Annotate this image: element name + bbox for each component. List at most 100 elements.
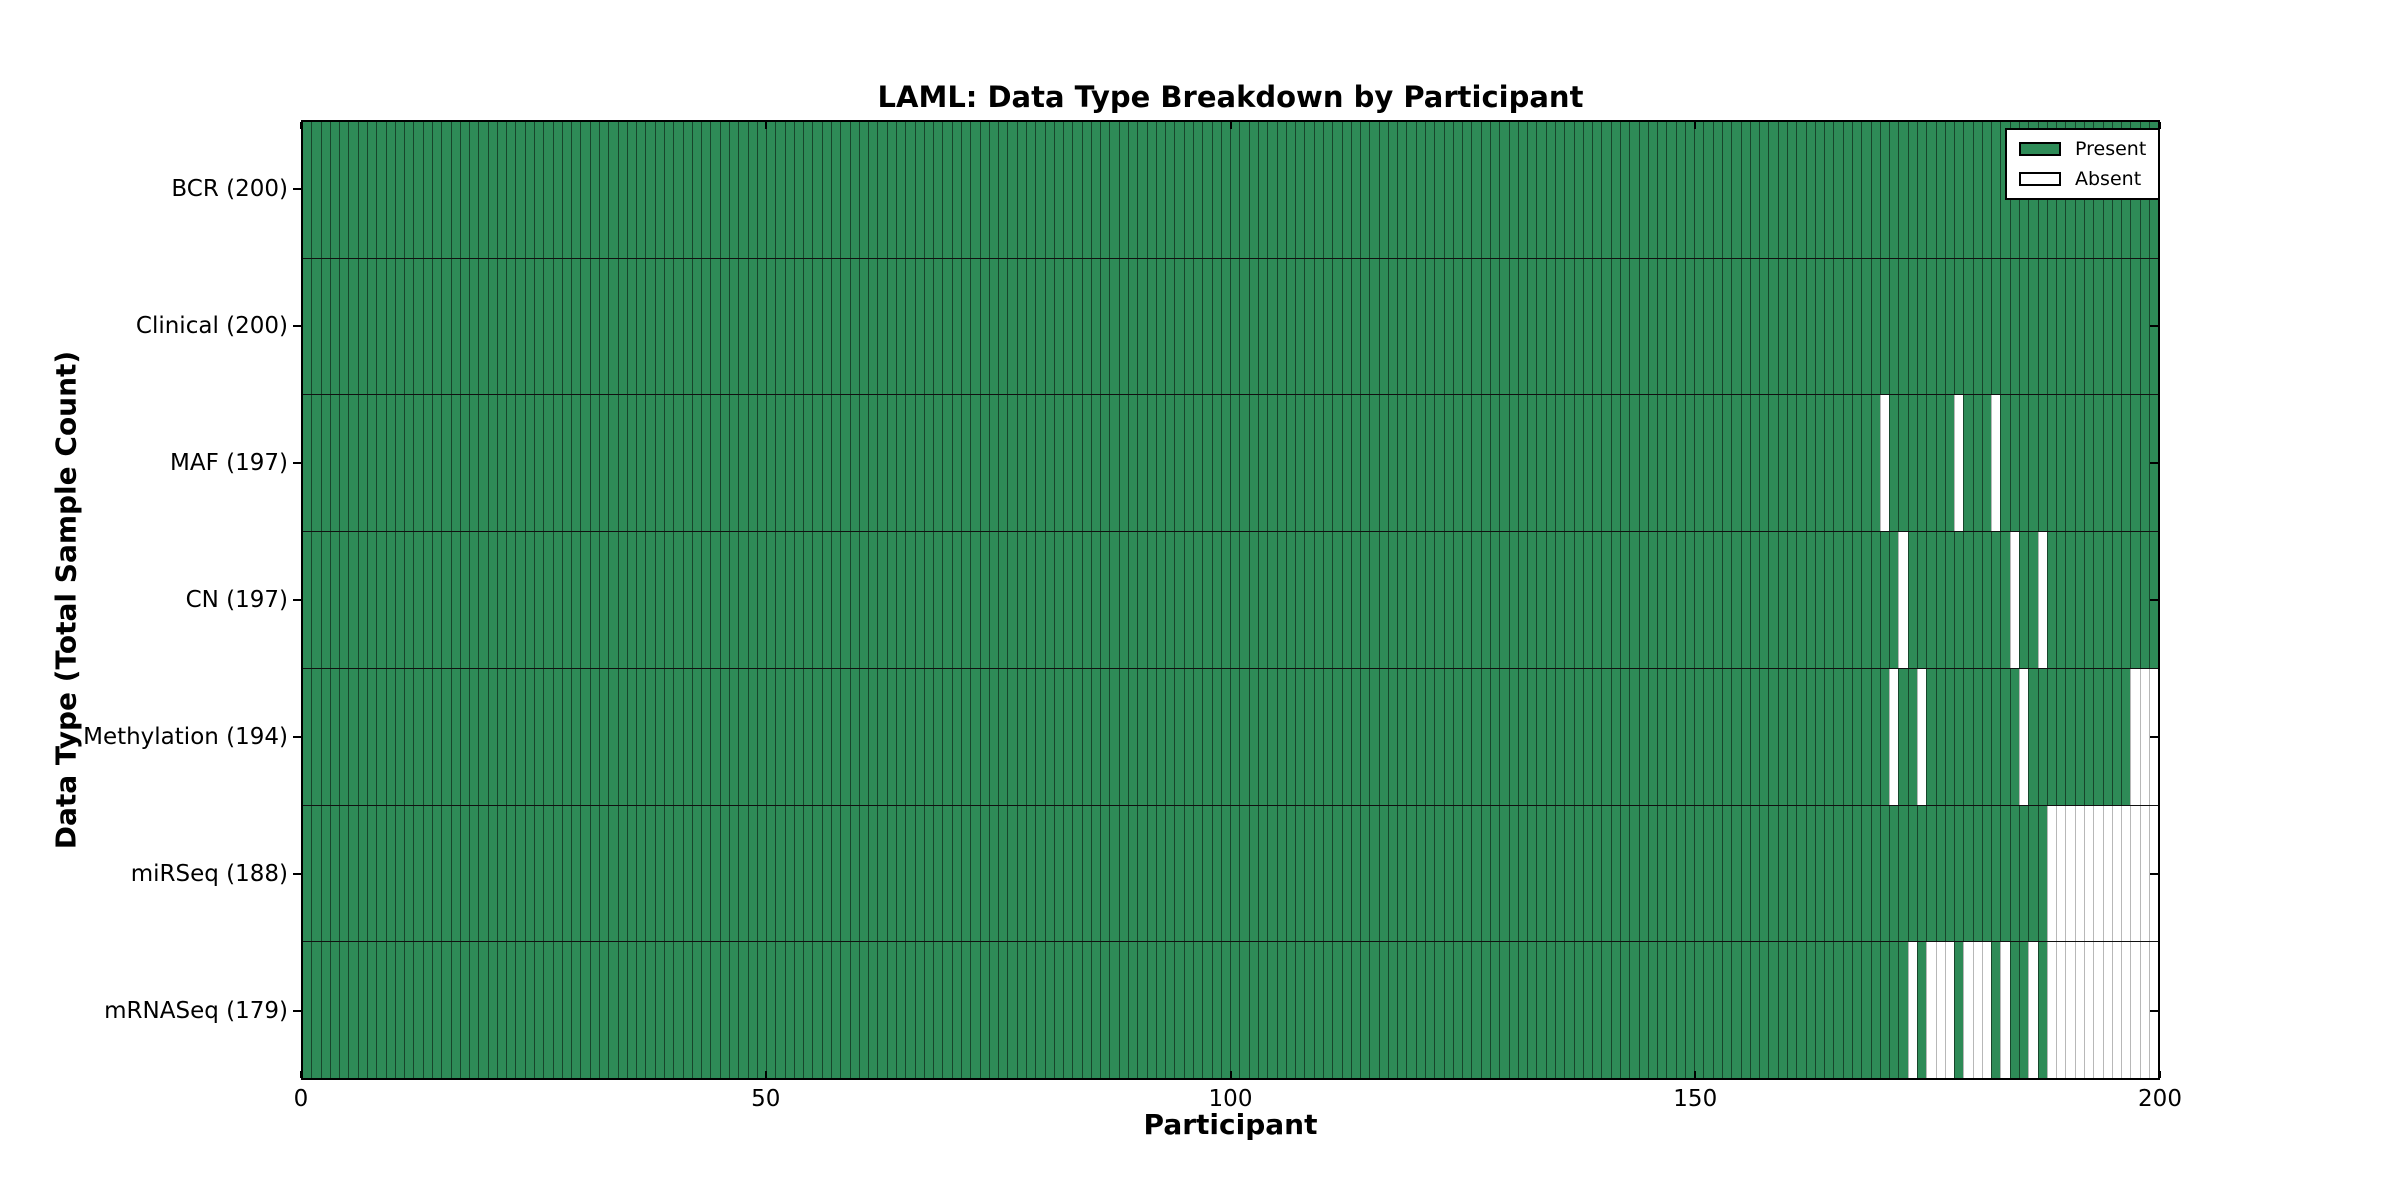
heatmap-cell bbox=[784, 122, 794, 258]
heatmap-cell bbox=[951, 395, 961, 532]
heatmap-cell bbox=[1128, 668, 1138, 805]
heatmap-cell bbox=[589, 122, 599, 258]
y-tick-mark bbox=[293, 324, 301, 327]
heatmap-cell bbox=[1425, 122, 1435, 258]
heatmap-cell bbox=[654, 532, 664, 668]
heatmap-cell bbox=[1155, 805, 1166, 942]
heatmap-cell bbox=[1601, 668, 1611, 805]
heatmap-cell bbox=[385, 532, 395, 668]
heatmap-cell bbox=[2148, 942, 2159, 1079]
heatmap-cell bbox=[1582, 258, 1593, 395]
heatmap-cell bbox=[840, 942, 850, 1079]
heatmap-cell bbox=[1471, 532, 1481, 668]
heatmap-cell bbox=[868, 395, 878, 532]
heatmap-cell bbox=[868, 532, 878, 668]
heatmap-cell bbox=[2037, 258, 2047, 395]
heatmap-cell bbox=[1805, 942, 1815, 1079]
heatmap-cell bbox=[515, 122, 525, 258]
heatmap-cell bbox=[923, 532, 934, 668]
heatmap-cell bbox=[1824, 532, 1834, 668]
heatmap-cell bbox=[1907, 668, 1917, 805]
heatmap-cell bbox=[1480, 532, 1490, 668]
heatmap-cell bbox=[496, 805, 507, 942]
heatmap-cell bbox=[1508, 532, 1518, 668]
heatmap-cell bbox=[868, 805, 878, 942]
heatmap-cell bbox=[469, 942, 479, 1079]
heatmap-cell bbox=[2037, 805, 2047, 942]
heatmap-cell bbox=[2000, 395, 2010, 532]
heatmap-cell bbox=[877, 668, 887, 805]
heatmap-cell bbox=[1963, 532, 1973, 668]
heatmap-cell bbox=[1926, 942, 1936, 1079]
heatmap-cell bbox=[571, 532, 581, 668]
heatmap-cell bbox=[1749, 122, 1760, 258]
heatmap-cell bbox=[1183, 805, 1193, 942]
heatmap-cell bbox=[1796, 532, 1806, 668]
heatmap-cell bbox=[1731, 668, 1741, 805]
heatmap-cell bbox=[1044, 258, 1054, 395]
heatmap-cell bbox=[1035, 668, 1045, 805]
heatmap-cell bbox=[543, 122, 553, 258]
heatmap-cell bbox=[1035, 395, 1045, 532]
heatmap-cell bbox=[1805, 395, 1815, 532]
heatmap-cell bbox=[1220, 942, 1231, 1079]
heatmap-cell bbox=[2121, 532, 2131, 668]
heatmap-cell bbox=[441, 122, 451, 258]
heatmap-cell bbox=[357, 532, 367, 668]
heatmap-cell bbox=[1749, 942, 1760, 1079]
heatmap-cell bbox=[942, 122, 952, 258]
heatmap-cell bbox=[422, 258, 432, 395]
heatmap-cell bbox=[1146, 532, 1156, 668]
heatmap-cell bbox=[329, 668, 340, 805]
heatmap-cell bbox=[329, 532, 340, 668]
heatmap-cell bbox=[673, 395, 683, 532]
heatmap-cell bbox=[1090, 942, 1101, 1079]
heatmap-cell bbox=[1666, 258, 1676, 395]
heatmap-cell bbox=[515, 532, 525, 668]
heatmap-cell bbox=[1369, 668, 1379, 805]
heatmap-cell bbox=[1480, 122, 1490, 258]
heatmap-cell bbox=[320, 942, 330, 1079]
heatmap-cell bbox=[2130, 668, 2140, 805]
heatmap-cell bbox=[979, 395, 989, 532]
heatmap-cell bbox=[1536, 532, 1546, 668]
heatmap-cell bbox=[1378, 258, 1388, 395]
heatmap-cell bbox=[2037, 532, 2047, 668]
heatmap-cell bbox=[1295, 805, 1305, 942]
heatmap-cell bbox=[766, 532, 776, 668]
heatmap-cell bbox=[1053, 532, 1064, 668]
heatmap-cell bbox=[858, 122, 869, 258]
heatmap-cell bbox=[1796, 805, 1806, 942]
heatmap-cell bbox=[2093, 258, 2103, 395]
heatmap-cell bbox=[1749, 805, 1760, 942]
heatmap-cell bbox=[896, 668, 906, 805]
heatmap-cell bbox=[793, 122, 804, 258]
heatmap-cell bbox=[1759, 258, 1769, 395]
heatmap-cell bbox=[1508, 668, 1518, 805]
heatmap-cell bbox=[1619, 942, 1630, 1079]
heatmap-cell bbox=[803, 668, 813, 805]
heatmap-cell bbox=[404, 668, 414, 805]
heatmap-cell bbox=[2111, 532, 2122, 668]
heatmap-cell bbox=[1211, 395, 1221, 532]
heatmap-cell bbox=[1991, 258, 2001, 395]
heatmap-cell bbox=[1889, 122, 1899, 258]
heatmap-cell bbox=[1777, 258, 1787, 395]
heatmap-cell bbox=[905, 258, 915, 395]
heatmap-cell bbox=[1638, 122, 1648, 258]
heatmap-cell bbox=[1090, 668, 1101, 805]
heatmap-cell bbox=[1007, 532, 1017, 668]
heatmap-cell bbox=[617, 942, 627, 1079]
heatmap-cell bbox=[1202, 122, 1212, 258]
heatmap-cell bbox=[951, 122, 961, 258]
heatmap-cell bbox=[1462, 942, 1472, 1079]
heatmap-cell bbox=[1434, 122, 1444, 258]
heatmap-cell bbox=[1740, 532, 1750, 668]
heatmap-cell bbox=[1601, 395, 1611, 532]
heatmap-cell bbox=[339, 532, 349, 668]
heatmap-cell bbox=[487, 258, 497, 395]
heatmap-cell bbox=[970, 532, 980, 668]
heatmap-cell bbox=[719, 805, 729, 942]
y-tick-label-cn: CN (197) bbox=[185, 587, 288, 613]
